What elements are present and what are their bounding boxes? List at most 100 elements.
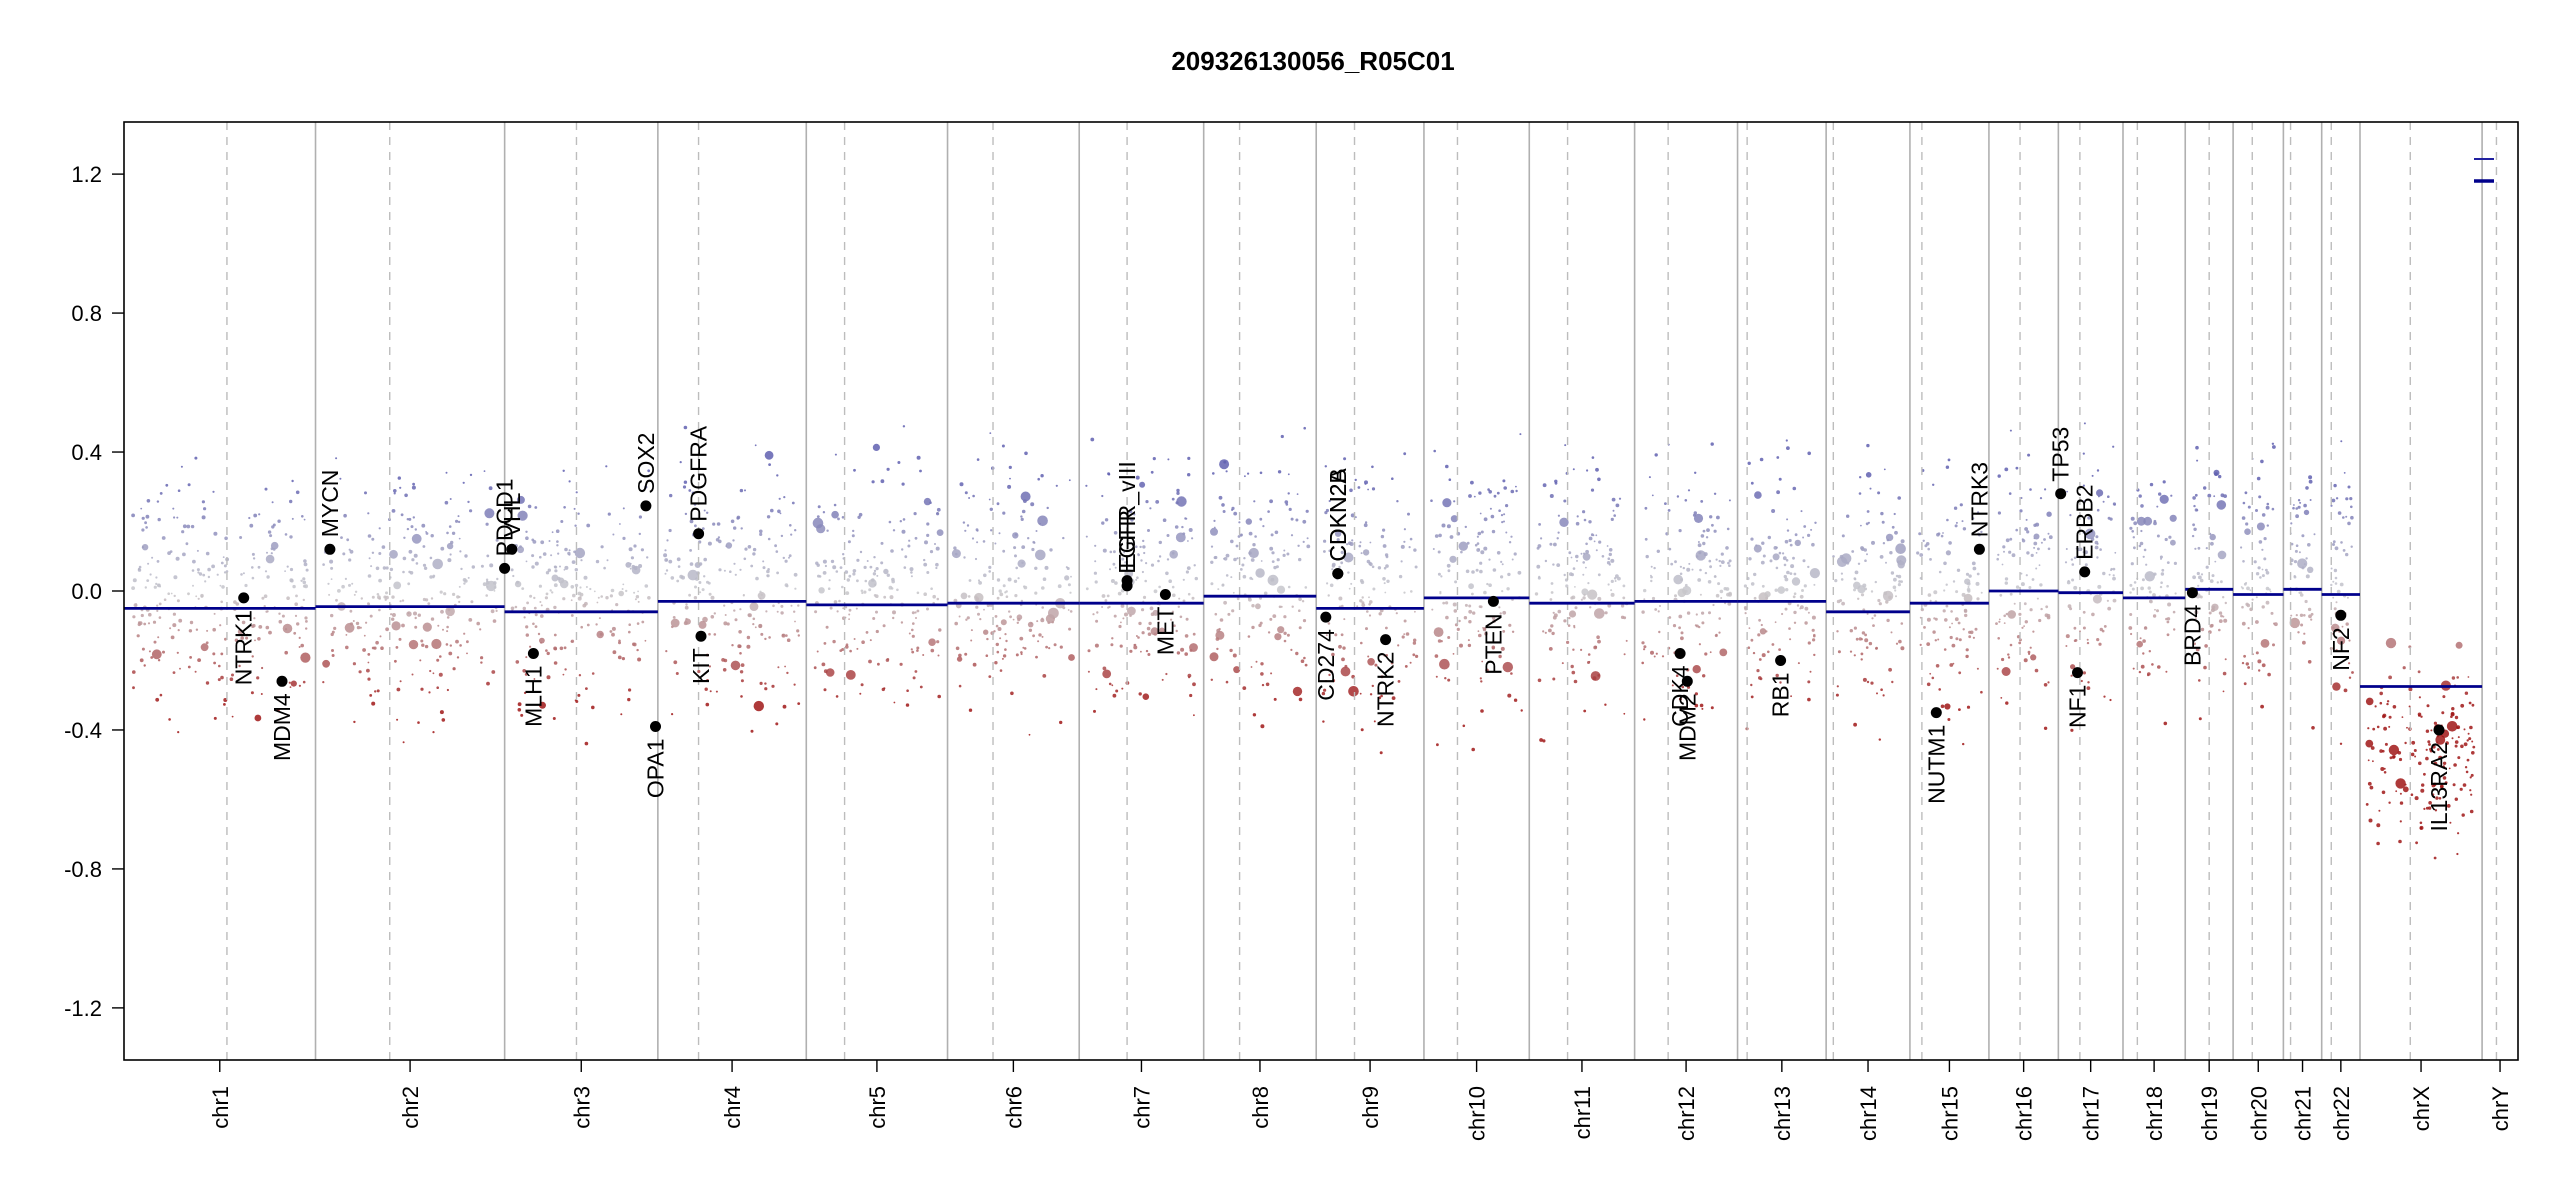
probe-point (2240, 546, 2243, 549)
probe-point (439, 655, 442, 658)
probe-point (988, 570, 991, 573)
probe-point (2102, 571, 2106, 576)
probe-point (1872, 624, 1875, 627)
probe-point (1343, 618, 1346, 621)
probe-point (848, 618, 850, 620)
probe-point (1150, 563, 1155, 567)
probe-point (1225, 574, 1229, 577)
probe-point (1701, 611, 1705, 615)
probe-point (1189, 643, 1198, 652)
x-tick-label: chr22 (2329, 1086, 2354, 1141)
probe-point (621, 588, 624, 590)
probe-point (270, 552, 273, 555)
probe-point (1947, 458, 1951, 462)
probe-point (2330, 583, 2333, 587)
probe-point (1476, 542, 1480, 545)
probe-point (1807, 611, 1810, 614)
probe-point (924, 540, 928, 545)
probe-point (1020, 517, 1024, 522)
probe-point (2293, 575, 2296, 578)
x-tick-label: chr9 (1358, 1086, 1383, 1129)
probe-point (1501, 590, 1504, 593)
probe-point (1607, 583, 1610, 586)
probe-point (182, 524, 187, 529)
probe-point (157, 636, 160, 639)
gene-label: IL13RA2 (2426, 742, 2452, 832)
probe-point (750, 729, 754, 733)
probe-point (1792, 556, 1795, 560)
probe-point (1094, 643, 1099, 648)
probe-point (1556, 537, 1559, 540)
probe-point (1859, 476, 1862, 479)
probe-point (135, 603, 138, 606)
probe-point (1643, 645, 1647, 649)
probe-point (2372, 727, 2376, 731)
probe-point (231, 715, 234, 718)
probe-point (2209, 533, 2216, 541)
probe-point (458, 595, 461, 599)
probe-point (1371, 565, 1375, 569)
probe-point (2247, 627, 2250, 630)
probe-point (1269, 617, 1273, 621)
probe-point (270, 541, 279, 550)
probe-point (1807, 565, 1810, 569)
probe-point (2132, 667, 2135, 670)
probe-point (1713, 492, 1717, 495)
probe-point (1129, 649, 1133, 653)
probe-point (1761, 541, 1765, 545)
probe-point (250, 691, 254, 695)
probe-point (899, 520, 902, 523)
gene-point (1332, 568, 1344, 580)
probe-point (1788, 538, 1792, 543)
probe-point (268, 630, 272, 635)
probe-point (349, 609, 353, 613)
probe-point (298, 684, 301, 687)
probe-point (1248, 531, 1253, 536)
probe-point (2266, 502, 2270, 506)
probe-point (1612, 509, 1615, 512)
probe-point (1996, 557, 1999, 561)
probe-point (622, 536, 626, 541)
probe-point (213, 716, 217, 720)
probe-point (1437, 550, 1441, 554)
probe-point (891, 579, 895, 584)
probe-point (1977, 511, 1980, 514)
probe-point (956, 656, 963, 662)
probe-point (1290, 648, 1293, 652)
probe-point (2044, 613, 2049, 618)
probe-point (1515, 489, 1518, 493)
probe-point (1366, 610, 1369, 613)
gene-point (1681, 675, 1693, 687)
probe-point (996, 650, 1000, 654)
probe-point (2047, 532, 2050, 535)
probe-point (1944, 618, 1948, 622)
probe-point (1013, 546, 1017, 550)
probe-point (833, 600, 838, 604)
probe-point (618, 590, 624, 597)
probe-point (1354, 478, 1357, 482)
probe-point (1023, 585, 1028, 590)
probe-point (1233, 511, 1238, 516)
probe-point (167, 551, 172, 555)
probe-point (197, 571, 200, 574)
probe-point (669, 493, 673, 498)
probe-point (2193, 504, 2196, 508)
probe-point (739, 608, 742, 611)
probe-point (212, 490, 215, 493)
probe-point (2382, 713, 2387, 718)
probe-point (2257, 659, 2262, 664)
probe-point (1012, 618, 1015, 621)
probe-point (396, 687, 401, 692)
probe-point (997, 627, 1002, 631)
probe-point (1750, 683, 1753, 687)
probe-point (1383, 582, 1386, 585)
probe-point (1923, 626, 1926, 629)
probe-point (1368, 614, 1372, 617)
probe-point (385, 591, 388, 595)
probe-point (367, 534, 372, 538)
probe-point (2457, 736, 2460, 739)
probe-point (2152, 614, 2157, 618)
probe-point (1653, 655, 1656, 658)
probe-point (212, 652, 216, 656)
probe-point (2000, 697, 2003, 699)
